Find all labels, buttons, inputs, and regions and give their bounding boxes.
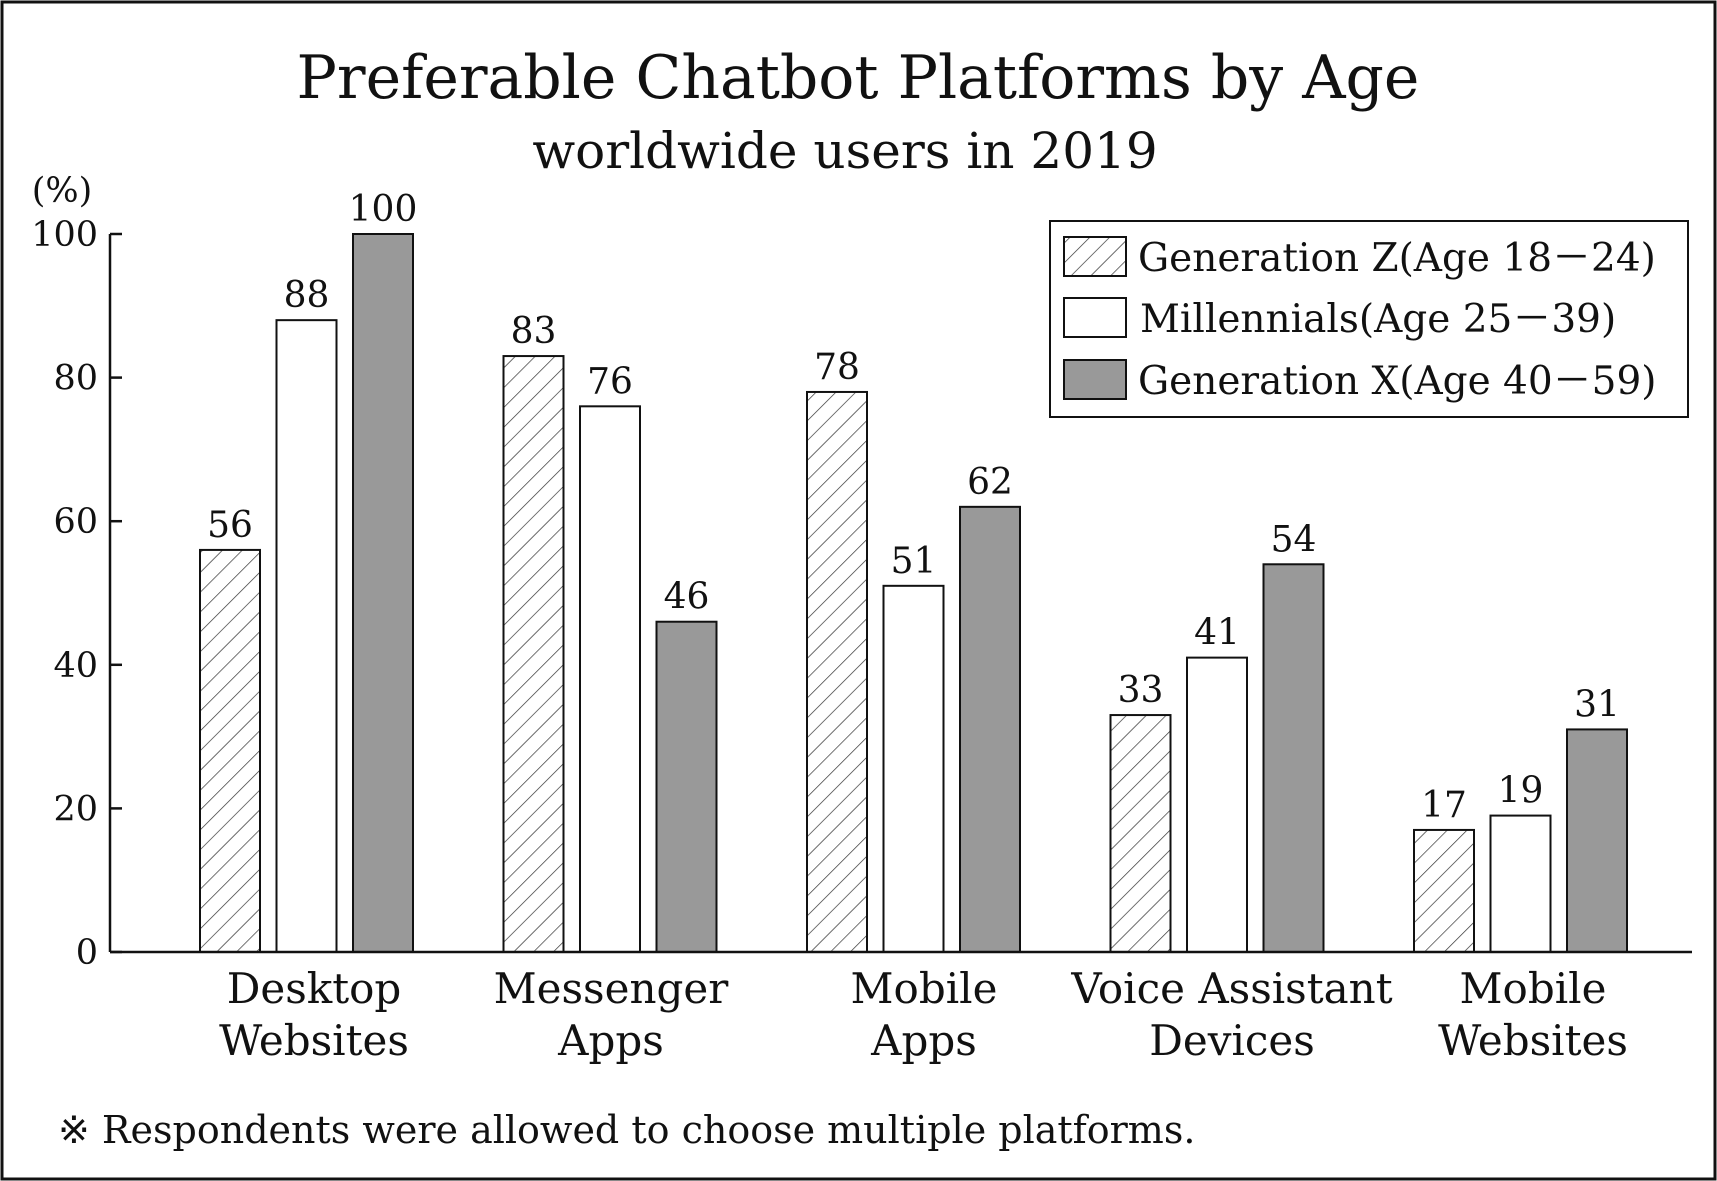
chart-title: Preferable Chatbot Platforms by Age	[297, 43, 1420, 113]
category-label: Desktop Websites	[219, 964, 409, 1065]
value-labels: 56 83 78 33 17 88 76 51 41 19 100 46 62 54 31	[207, 189, 1620, 826]
data-label: 88	[284, 275, 330, 316]
data-label: 33	[1118, 670, 1164, 711]
legend-swatch-hatched	[1063, 236, 1127, 277]
bar	[352, 233, 414, 953]
bar	[502, 355, 565, 953]
bar	[1413, 828, 1475, 953]
legend-swatch-white	[1063, 297, 1127, 338]
bar	[655, 620, 718, 953]
data-label: 54	[1271, 519, 1317, 560]
bar	[1186, 656, 1248, 953]
chart-subtitle: worldwide users in 2019	[532, 122, 1157, 180]
bar	[275, 319, 338, 954]
data-label: 51	[891, 541, 937, 582]
bar	[1109, 714, 1172, 953]
data-label: 100	[349, 189, 418, 230]
data-label: 56	[207, 505, 253, 546]
bar	[959, 505, 1021, 953]
bar	[882, 584, 945, 953]
y-axis: 0 20 40 60 80 100	[31, 215, 122, 973]
category-label: Mobile Apps	[851, 964, 998, 1065]
bar	[199, 548, 261, 953]
x-axis-labels: Desktop Websites Messenger Apps Mobile Apps Vo…	[219, 964, 1628, 1065]
data-label: 83	[511, 311, 557, 352]
legend-label-generation-x: Generation X(Age 40－59)	[1138, 359, 1657, 404]
legend-swatch-gray	[1063, 359, 1127, 400]
legend-label-millennials: Millennials(Age 25－39)	[1140, 297, 1616, 342]
bar	[1262, 563, 1325, 954]
bar	[1566, 728, 1628, 953]
legend: Generation Z(Age 18－24) Millennials(Age …	[1049, 220, 1689, 418]
data-label: 41	[1194, 613, 1240, 654]
y-tick-label: 0	[76, 933, 98, 973]
y-tick-label: 60	[53, 502, 98, 542]
category-label: Voice Assistant Devices	[1070, 964, 1392, 1065]
bar	[1489, 814, 1552, 954]
y-tick-label: 80	[53, 359, 98, 399]
footnote: ※ Respondents were allowed to choose mul…	[58, 1108, 1195, 1152]
data-label: 17	[1421, 785, 1467, 826]
data-label: 76	[587, 361, 633, 402]
y-tick-label: 40	[53, 646, 98, 686]
y-axis-unit: (%)	[32, 171, 93, 211]
y-tick-label: 20	[53, 789, 98, 829]
bar	[806, 390, 868, 953]
category-label: Messenger Apps	[494, 964, 730, 1065]
bar	[579, 405, 641, 953]
y-tick-label: 100	[31, 215, 98, 255]
legend-label-generation-z: Generation Z(Age 18－24)	[1138, 236, 1656, 281]
data-label: 46	[664, 577, 710, 618]
data-label: 31	[1574, 684, 1620, 725]
data-label: 78	[814, 347, 860, 388]
category-label: Mobile Websites	[1438, 964, 1628, 1065]
data-label: 19	[1498, 771, 1544, 812]
legend-box	[1049, 220, 1689, 418]
data-label: 62	[967, 462, 1013, 503]
